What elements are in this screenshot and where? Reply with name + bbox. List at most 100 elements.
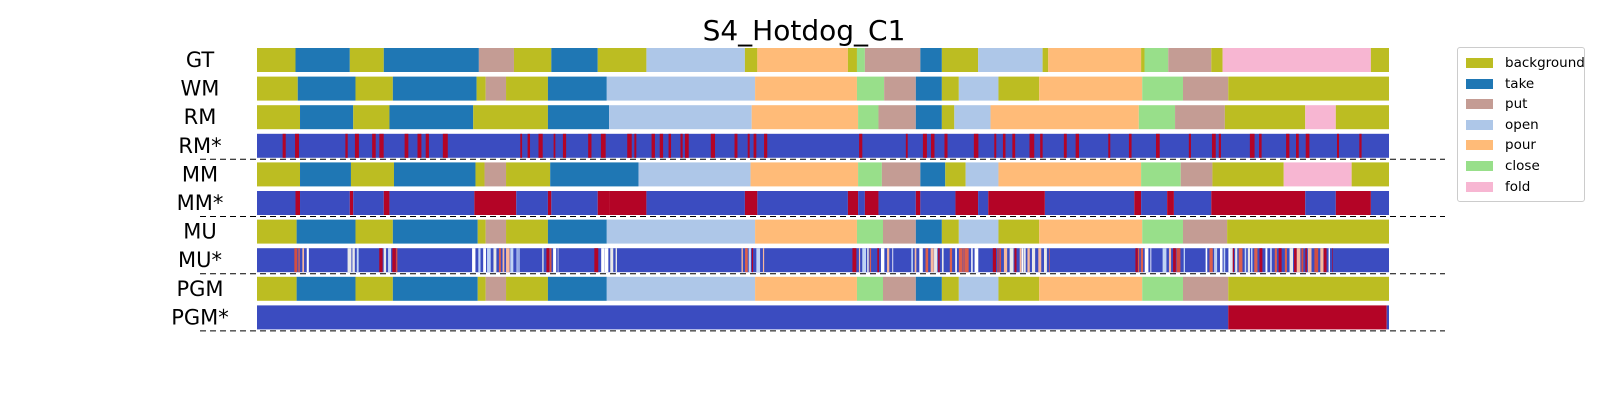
error-segment [963,248,965,273]
error-segment [345,133,348,158]
error-segment [1235,248,1238,273]
segment-take [392,219,478,244]
correct-segment [646,191,745,215]
segment-take [920,162,946,187]
segment-put [884,76,916,101]
error-segment [557,248,559,273]
error-segment [1019,248,1022,273]
segment-put [1182,76,1229,101]
error-segment [922,133,927,158]
error-segment [651,133,655,158]
segment-take [295,48,350,72]
segment-background [353,105,390,130]
segment-fold [1305,105,1336,130]
error-segment [404,133,409,158]
error-segment [1265,248,1268,273]
error-segment [734,133,738,158]
error-segment [538,133,543,158]
segment-close [1141,162,1181,187]
error-segment [562,133,567,158]
error-segment [919,248,923,273]
segment-background [1228,76,1389,101]
chart-title: S4_Hotdog_C1 [703,14,906,47]
error-segment [1038,248,1042,273]
error-segment [1029,133,1035,158]
error-segment [1049,248,1050,273]
segment-take [389,105,474,130]
error-segment [1211,191,1306,215]
error-segment [549,248,552,273]
error-segment [1183,248,1185,273]
error-segment [997,248,999,273]
segment-take [915,276,942,301]
error-segment [1128,133,1132,158]
error-segment [1286,133,1290,158]
segment-pour [755,276,857,301]
error-segment [1332,248,1333,273]
error-segment [1296,248,1301,273]
segment-open [954,105,991,130]
error-segment [1228,248,1231,273]
correct-segment [300,191,350,215]
correct-segment [551,191,598,215]
segment-close [1144,48,1169,72]
error-segment [547,191,552,215]
error-segment [958,248,963,273]
segment-fold [1222,48,1371,72]
error-segment [1284,248,1287,273]
segment-close [858,105,879,130]
legend-item: fold [1466,178,1530,196]
segment-close [858,162,882,187]
correct-segment [353,191,384,215]
error-segment [1251,248,1253,273]
error-segment [417,133,422,158]
error-segment [1176,248,1181,273]
legend-label: background [1505,55,1585,71]
error-segment [659,133,664,158]
error-segment [1211,133,1216,158]
error-segment [1168,248,1172,273]
segment-pour [755,219,857,244]
error-segment [487,248,491,273]
error-segment [1223,248,1226,273]
error-segment [944,133,948,158]
segment-put [882,276,916,301]
segment-background [1211,48,1223,72]
segment-pour [1039,76,1143,101]
error-segment [1044,248,1047,273]
row-label: RM [184,105,217,129]
error-segment [1009,248,1014,273]
error-segment [553,248,557,273]
error-segment [1135,248,1138,273]
segment-take [550,162,639,187]
segment-put [1182,219,1228,244]
segment-open [606,76,756,101]
error-segment [753,133,757,158]
error-segment [1167,191,1174,215]
error-segment [1162,248,1167,273]
segment-put [881,162,921,187]
error-segment [1031,248,1036,273]
error-segment [668,133,672,158]
segment-take [547,105,610,130]
legend-label: put [1505,96,1528,113]
error-segment [974,248,979,273]
correct-segment [1305,191,1336,215]
error-segment [1108,133,1111,158]
correct-segment [757,191,848,215]
segment-background [257,276,297,301]
segment-background [473,105,548,130]
error-segment [295,133,299,158]
segment-pour [998,162,1142,187]
correct-segment [389,191,475,215]
segment-open [638,162,751,187]
row-label: MM [182,162,218,186]
error-segment [634,133,637,158]
segment-take [392,276,478,301]
row-label: WM [181,77,220,101]
segment-pour [757,48,848,72]
error-segment [999,248,1002,273]
segment-take [296,219,356,244]
error-segment [1289,248,1294,273]
error-segment [510,248,514,273]
